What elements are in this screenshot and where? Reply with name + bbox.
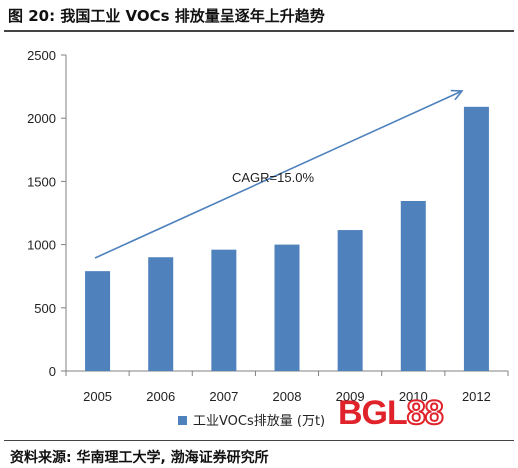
bar-2008 xyxy=(274,244,300,371)
bar-2010 xyxy=(400,200,426,371)
y-tick-label: 1000 xyxy=(27,238,56,253)
watermark-text-88: 88 xyxy=(406,393,445,433)
bottom-rule xyxy=(4,440,514,441)
bar-2007 xyxy=(211,249,237,371)
legend-label: 工业VOCs排放量 (万t) xyxy=(193,414,325,429)
trend-arrow xyxy=(94,89,464,259)
y-tick-label: 2000 xyxy=(27,111,56,126)
y-tick-label: 2500 xyxy=(27,48,56,63)
watermark-logo: BGL88 xyxy=(338,393,445,433)
x-tick-label: 2005 xyxy=(83,389,112,404)
title-rule xyxy=(4,30,514,32)
plot-area: 0 500 1000 1500 2000 2500 2005 2006 2007 2008 2009… xyxy=(27,48,509,429)
x-tick-label: 2010 xyxy=(399,389,428,404)
y-tick-label: 1500 xyxy=(27,174,56,189)
bar-2006 xyxy=(148,257,174,371)
x-tick-label: 2008 xyxy=(273,389,302,404)
y-tick-label: 500 xyxy=(34,301,56,316)
watermark-text-bgl: BGL xyxy=(338,394,408,432)
legend-swatch xyxy=(178,416,187,425)
bar-2009 xyxy=(337,230,363,371)
x-tick-label: 2012 xyxy=(462,389,491,404)
y-tick-label: 0 xyxy=(49,364,56,379)
source-note: 资料来源: 华南理工大学, 渤海证券研究所 xyxy=(10,450,269,466)
figure-title: 图 20: 我国工业 VOCs 排放量呈逐年上升趋势 xyxy=(8,7,325,25)
cagr-annotation: CAGR=15.0% xyxy=(232,170,314,185)
bar-2005 xyxy=(85,271,111,371)
bar-2012 xyxy=(463,106,489,371)
bar-chart: 0 500 1000 1500 2000 2500 2005 2006 2007 2008 2009… xyxy=(27,48,509,429)
x-tick-label: 2009 xyxy=(336,389,365,404)
x-tick-label: 2007 xyxy=(209,389,238,404)
x-tick-label: 2006 xyxy=(146,389,175,404)
